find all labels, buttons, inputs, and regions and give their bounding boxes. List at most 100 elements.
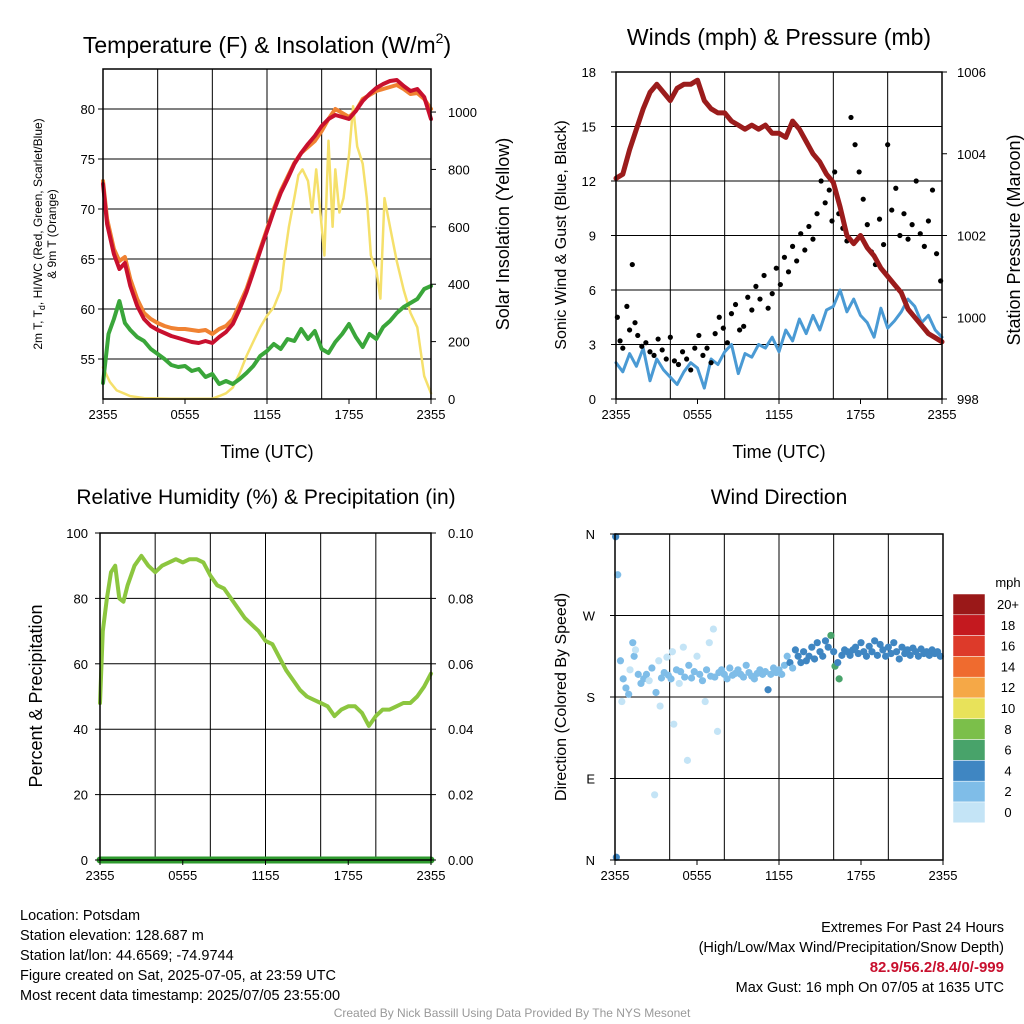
gust-point [905,236,911,242]
y2-tick-label: 0.00 [448,853,473,868]
direction-point [838,651,846,659]
gust-point [624,303,630,309]
direction-point [614,571,622,579]
direction-point [761,668,769,676]
panel-2: 0 3 6 9 12 15 18 998 1000 1002 1004 1006 2355 0555 115… [553,24,1024,462]
direction-point [630,652,638,660]
direction-point [868,648,876,656]
gust-point [675,361,682,368]
direction-point [834,658,842,667]
y-tick-label: S [586,690,595,705]
direction-point [677,668,685,676]
direction-point [616,657,625,665]
y2-tick-label: 400 [448,277,470,292]
gust-point [802,247,808,253]
gust-point [781,254,788,260]
dewpoint-line [101,284,433,386]
gust-point [728,311,735,317]
legend-label: 0 [1004,805,1011,820]
rh-line [98,553,433,728]
gust-point [794,258,800,264]
gust-point [724,340,730,346]
direction-point [622,684,630,692]
direction-point [670,720,678,728]
gust-point [704,345,710,351]
y-axis-label: Percent & Precipitation [26,604,46,787]
created-text: Figure created on Sat, 2025-07-05, at 23… [20,968,336,984]
legend-swatch [952,656,986,678]
direction-point [879,646,887,654]
legend-swatch [952,801,986,824]
legend-swatch [952,739,986,761]
y-tick-label: 60 [74,657,88,672]
gust-point [667,334,673,340]
direction-point [679,643,687,651]
x-tick-label: 1755 [334,868,363,883]
y-tick-label: 18 [582,65,596,80]
direction-point [810,655,819,663]
extremes-values: 82.9/56.2/8.4/0/-999 [869,959,1004,976]
direction-point [687,674,696,682]
gust-point [925,218,932,224]
direction-point [642,670,651,678]
gust-point [643,340,649,346]
chart-title: Temperature (F) & Insolation (W/m2) [83,30,451,58]
gust-point [864,222,870,228]
gust-point [909,222,915,228]
gust-point [848,114,854,121]
sustained-wind-line [614,288,944,390]
direction-point [681,673,689,681]
y2-tick-label: 0.06 [448,657,473,672]
y-tick-label: 3 [589,338,596,353]
direction-point [634,670,642,678]
y-tick-label: 20 [74,788,88,803]
direction-point [705,639,713,647]
y-tick-label: 40 [74,722,88,737]
x-tick-label: 2355 [929,868,958,883]
direction-point [819,652,827,660]
extremes-subtitle: (High/Low/Max Wind/Precipitation/Snow De… [698,940,1004,956]
gust-point [659,347,665,353]
gust-point [745,294,751,300]
y2-tick-label: 1004 [957,147,986,162]
gust-point [708,360,714,366]
location-text: Location: Potsdam [20,908,141,924]
chart-title: Relative Humidity (%) & Precipitation (i… [76,486,455,509]
direction-point [619,675,627,683]
y2-tick-label: 0.04 [448,722,473,737]
direction-point [846,651,854,659]
gust-point [769,291,775,297]
legend-label: 4 [1004,763,1011,778]
legend-swatch [952,780,986,803]
y-tick-label: 6 [589,283,596,298]
speed-legend: mph 20+ 18 16 14 12 10 8 6 4 2 0 [952,575,1021,824]
legend-label: 18 [1001,618,1015,633]
y-axis-label: Sonic Wind & Gust (Blue, Black) [553,120,570,349]
panel-4: N E S W N 2355 0555 1155 1755 2355 Wind Direction D… [553,486,1021,883]
gust-point [798,231,804,237]
direction-point [648,664,656,672]
y2-axis-label: Solar Insolation (Yellow) [493,138,513,330]
legend-swatch [952,593,986,616]
gust-point [826,187,832,193]
x-tick-label: 2355 [417,868,446,883]
pressure-line [613,77,945,345]
gust-point [617,338,623,344]
direction-point [783,652,791,660]
direction-point [871,637,879,645]
extremes-title: Extremes For Past 24 Hours [821,920,1004,936]
direction-point [914,652,923,660]
direction-point [656,702,664,710]
gust-point [856,169,862,175]
direction-point [698,677,707,685]
gust-point [671,358,678,364]
legend-label: 16 [1001,639,1015,654]
gust-point [889,207,895,213]
panel-3: 0 20 40 60 80 100 0.00 0.02 0.04 0.06 0.08 0.10 2355… [26,486,473,883]
gust-point [818,178,824,184]
y-tick-label: W [583,609,596,624]
legend-swatch [952,760,986,782]
x-axis-label: Time (UTC) [220,442,313,462]
